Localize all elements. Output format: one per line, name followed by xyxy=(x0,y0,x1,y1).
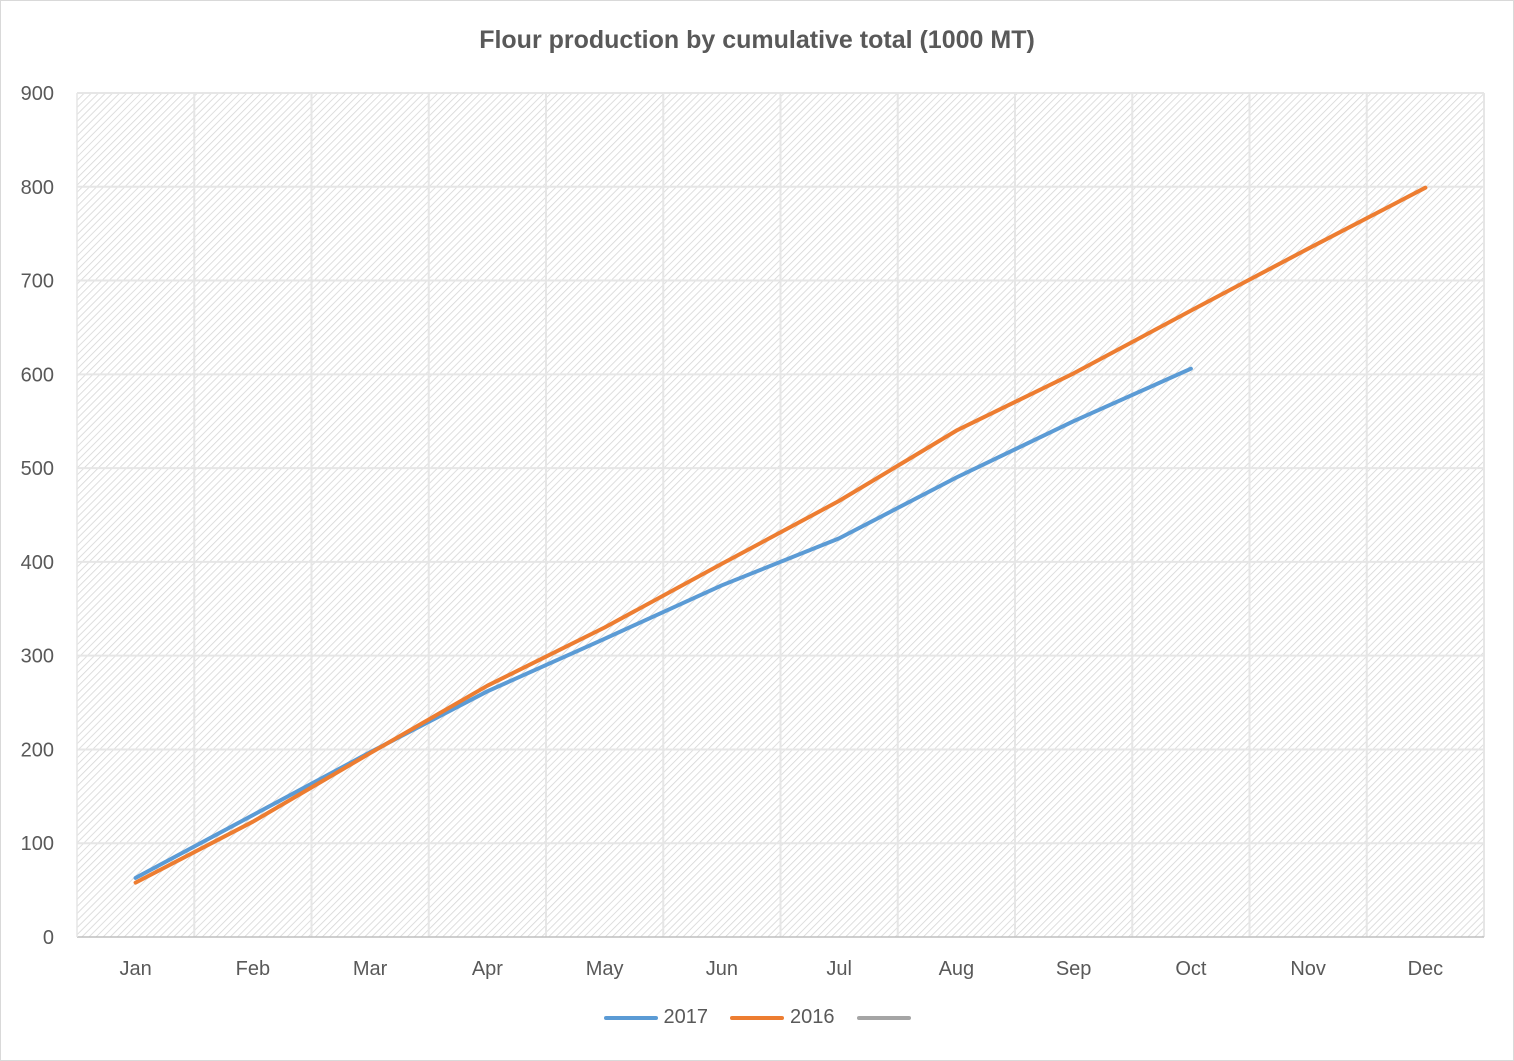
x-tick-label: Jul xyxy=(826,958,852,980)
x-tick-label: Sep xyxy=(1056,958,1092,980)
y-tick-label: 800 xyxy=(21,177,54,199)
x-tick-label: Feb xyxy=(236,958,270,980)
x-tick-label: Mar xyxy=(353,958,388,980)
y-tick-label: 100 xyxy=(21,833,54,855)
y-tick-label: 300 xyxy=(21,646,54,668)
series-line-2016 xyxy=(133,185,1428,885)
y-tick-label: 900 xyxy=(21,83,54,105)
x-tick-label: Oct xyxy=(1175,958,1207,980)
x-tick-label: Aug xyxy=(939,958,975,980)
x-tick-label: May xyxy=(586,958,624,980)
y-tick-label: 600 xyxy=(21,364,54,386)
chart-title: Flour production by cumulative total (10… xyxy=(479,26,1035,54)
axes: 0 100 200 300 400 500 600 700 800 900 Jan Feb Mar Apr… xyxy=(21,83,1484,980)
y-tick-label: 700 xyxy=(21,271,54,293)
y-tick-label: 400 xyxy=(21,552,54,574)
legend-item xyxy=(856,1015,911,1020)
x-tick-label: Dec xyxy=(1408,958,1444,980)
legend-item: 2016 xyxy=(730,1006,835,1029)
x-tick-label: Jun xyxy=(706,958,738,980)
y-tick-label: 200 xyxy=(21,739,54,761)
x-tick-label: Jan xyxy=(120,958,152,980)
legend: 2017 2016 xyxy=(0,1006,1514,1029)
legend-label: 2017 xyxy=(663,1006,709,1028)
series-lines xyxy=(133,185,1428,885)
legend-item: 2017 xyxy=(603,1006,709,1029)
x-tick-label: Apr xyxy=(472,958,503,980)
legend-swatch xyxy=(856,1015,911,1020)
y-tick-label: 500 xyxy=(21,458,54,480)
y-tick-label: 0 xyxy=(43,927,54,949)
series-line-2017 xyxy=(133,366,1193,880)
x-tick-label: Nov xyxy=(1290,958,1326,980)
legend-swatch xyxy=(603,1015,658,1020)
legend-swatch xyxy=(730,1015,784,1020)
legend-label: 2016 xyxy=(790,1006,835,1028)
